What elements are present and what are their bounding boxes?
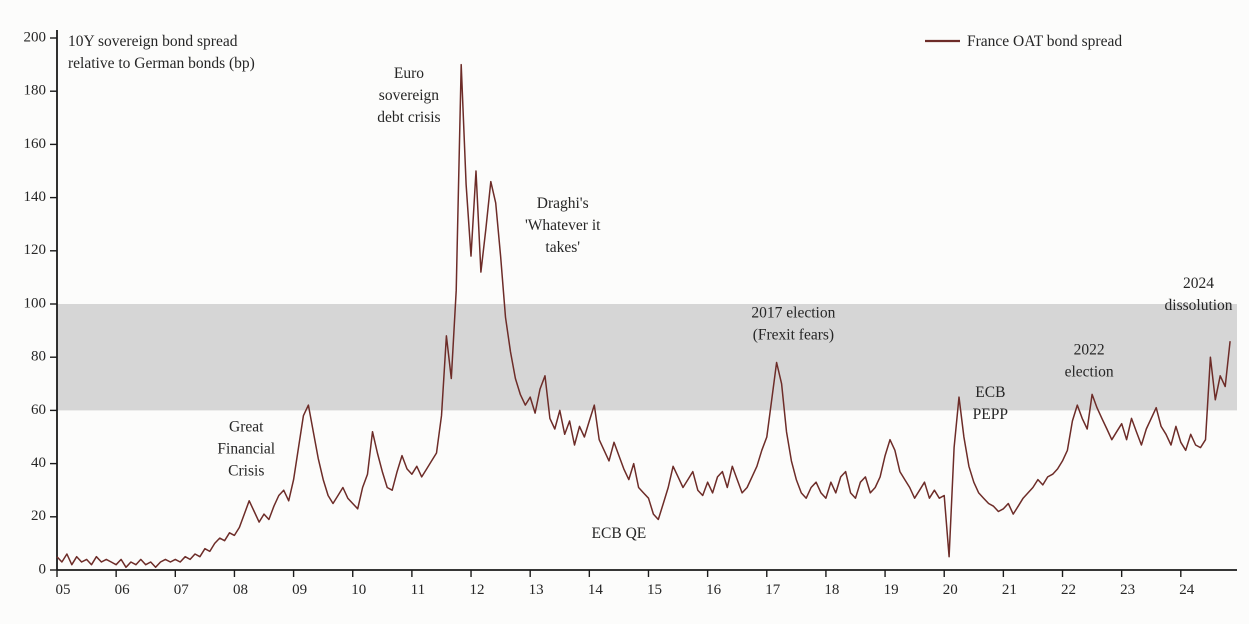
annotation-text: Crisis [228, 463, 264, 480]
legend-label: France OAT bond spread [967, 33, 1122, 50]
annotation-text: ECB QE [592, 525, 647, 542]
x-tick-label: 18 [824, 582, 839, 598]
y-tick-label: 160 [24, 136, 47, 152]
annotation-text: 2024 [1183, 275, 1214, 292]
x-tick-label: 08 [233, 582, 248, 598]
annotation-text: 2022 [1074, 342, 1105, 359]
x-tick-label: 14 [588, 582, 604, 598]
x-tick-label: 20 [943, 582, 958, 598]
y-tick-label: 140 [24, 189, 47, 205]
y-tick-label: 100 [24, 295, 47, 311]
annotation-text: debt crisis [377, 109, 440, 126]
annotation-text: Great [229, 419, 264, 436]
x-tick-label: 15 [647, 582, 662, 598]
y-tick-label: 40 [31, 455, 46, 471]
annotation-text: ECB [975, 384, 1005, 401]
y-tick-label: 200 [24, 29, 47, 45]
x-tick-label: 07 [174, 582, 190, 598]
y-tick-label: 80 [31, 349, 46, 365]
annotation-text: 'Whatever it [525, 217, 601, 234]
y-tick-label: 180 [24, 83, 47, 99]
highlight-band [57, 304, 1237, 411]
chart-title-line: relative to German bonds (bp) [68, 55, 255, 72]
annotation-text: Draghi's [537, 195, 589, 212]
annotation-text: 2017 election [751, 304, 835, 321]
x-tick-label: 09 [292, 582, 307, 598]
annotation-text: election [1065, 364, 1114, 381]
y-tick-label: 20 [31, 508, 46, 524]
x-tick-label: 13 [529, 582, 544, 598]
annotation-text: dissolution [1165, 297, 1233, 314]
x-tick-label: 16 [706, 582, 722, 598]
x-tick-label: 24 [1179, 582, 1195, 598]
x-tick-label: 21 [1002, 582, 1017, 598]
y-tick-label: 120 [24, 242, 47, 258]
x-tick-label: 05 [56, 582, 71, 598]
series-line [56, 63, 1231, 569]
y-tick-label: 60 [31, 402, 46, 418]
x-tick-label: 17 [765, 582, 781, 598]
annotation-text: Euro [394, 65, 424, 82]
annotation-text: takes' [545, 239, 580, 256]
x-tick-label: 23 [1120, 582, 1135, 598]
annotation-text: Financial [217, 441, 275, 458]
x-tick-label: 06 [115, 582, 131, 598]
x-tick-label: 12 [470, 582, 485, 598]
x-tick-label: 11 [411, 582, 425, 598]
annotation-text: sovereign [379, 87, 440, 104]
annotation-text: PEPP [973, 406, 1008, 423]
x-tick-label: 10 [351, 582, 366, 598]
x-tick-label: 19 [884, 582, 899, 598]
y-tick-label: 0 [39, 561, 47, 577]
chart-title-line: 10Y sovereign bond spread [68, 33, 238, 50]
annotation-text: (Frexit fears) [753, 326, 834, 343]
x-tick-label: 22 [1061, 582, 1076, 598]
